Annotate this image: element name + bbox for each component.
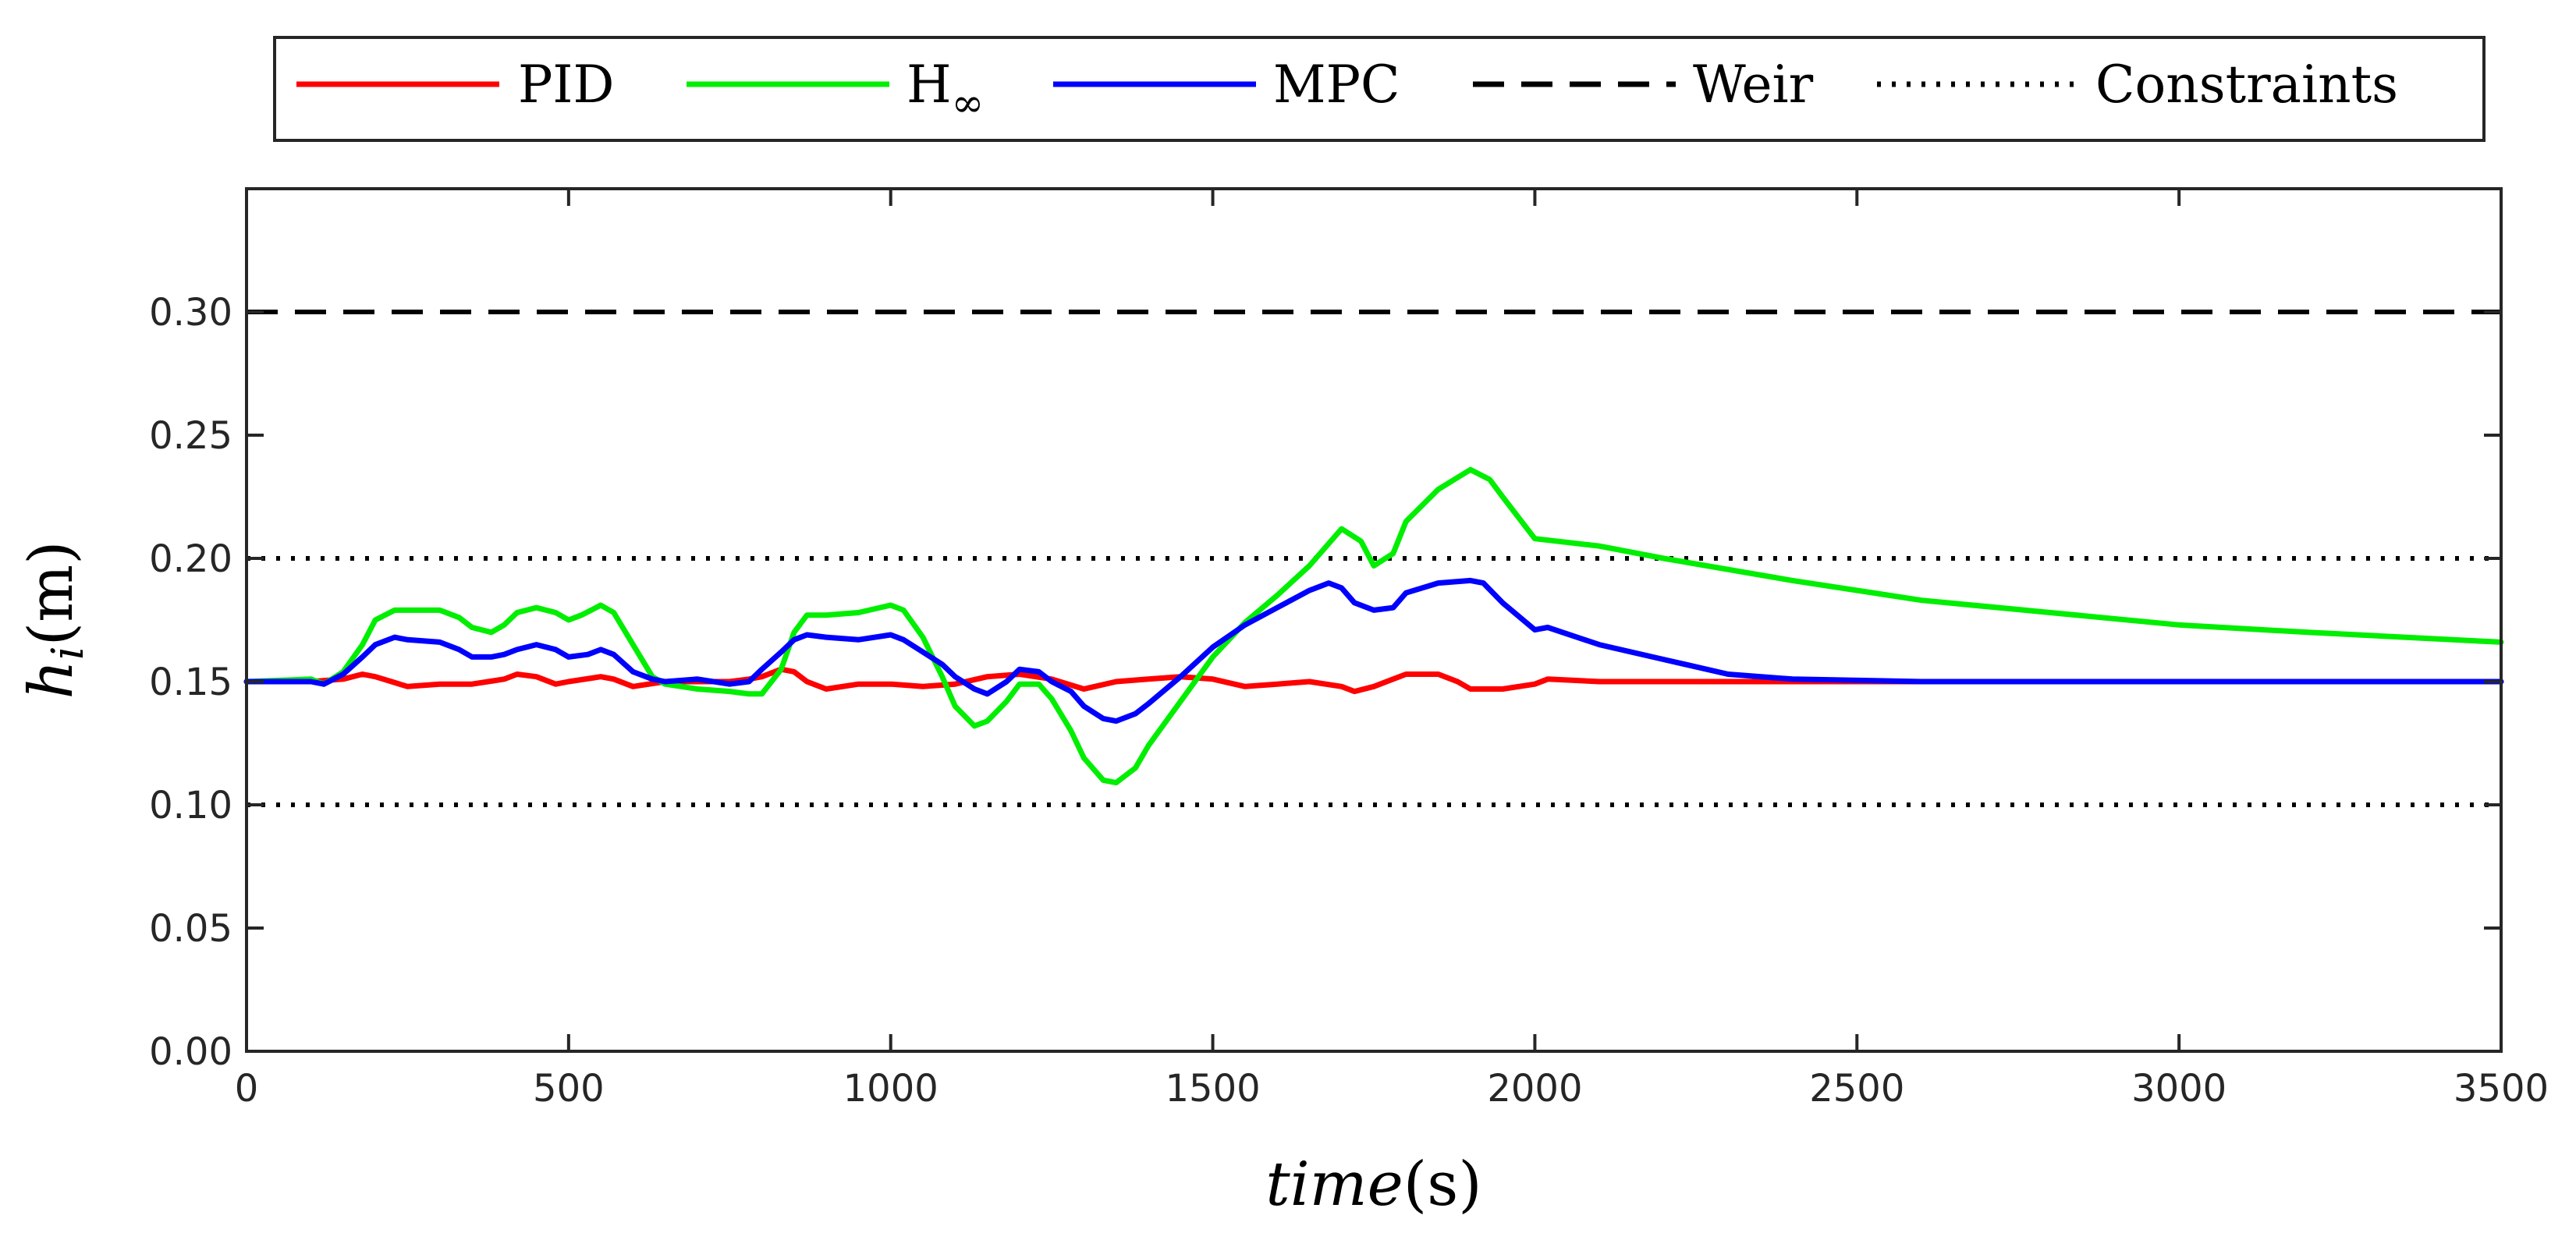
x-tick-label: 1500	[1165, 1067, 1260, 1111]
x-axis-title-var: time	[1265, 1150, 1403, 1220]
x-tick-label: 0	[235, 1067, 259, 1111]
legend-mpc-label: MPC	[1273, 55, 1400, 115]
y-tick-label: 0.15	[149, 661, 232, 704]
x-axis-title-unit: (s)	[1403, 1150, 1482, 1220]
y-axis-title-unit: (m)	[16, 541, 87, 647]
x-axis-title: time(s)	[1265, 1150, 1481, 1220]
x-tick-label: 2500	[1809, 1067, 1904, 1111]
legend-weir-label: Weir	[1693, 55, 1814, 115]
y-tick-label: 0.00	[149, 1030, 232, 1074]
y-axis-title-sub: i	[43, 646, 94, 660]
x-tick-label: 1000	[843, 1067, 939, 1111]
legend-pid-label: PID	[518, 55, 614, 115]
legend-hinf-label-main: H	[907, 55, 952, 115]
y-tick-label: 0.20	[149, 537, 232, 581]
legend-constraints-label: Constraints	[2095, 55, 2398, 115]
y-tick-label: 0.25	[149, 414, 232, 458]
plot-background	[247, 189, 2501, 1051]
y-axis-title-var: h	[16, 660, 87, 699]
legend: PID H∞ MPC Weir Constraints	[275, 37, 2484, 140]
y-tick-label: 0.30	[149, 291, 232, 335]
legend-hinf-label-sub: ∞	[952, 80, 985, 126]
y-axis-title: hi(m)	[16, 541, 94, 700]
x-tick-label: 3000	[2131, 1067, 2227, 1111]
x-tick-label: 3500	[2454, 1067, 2549, 1111]
y-tick-label: 0.10	[149, 784, 232, 827]
x-tick-label: 500	[533, 1067, 605, 1111]
y-tick-label: 0.05	[149, 907, 232, 951]
plot-area: 0 500 1000 1500 2000 2500 3000 3500 0.00 0.05 0.1…	[149, 189, 2549, 1111]
chart-figure: PID H∞ MPC Weir Constraints 0 500 1000 1500…	[0, 0, 2576, 1240]
x-tick-label: 2000	[1487, 1067, 1582, 1111]
